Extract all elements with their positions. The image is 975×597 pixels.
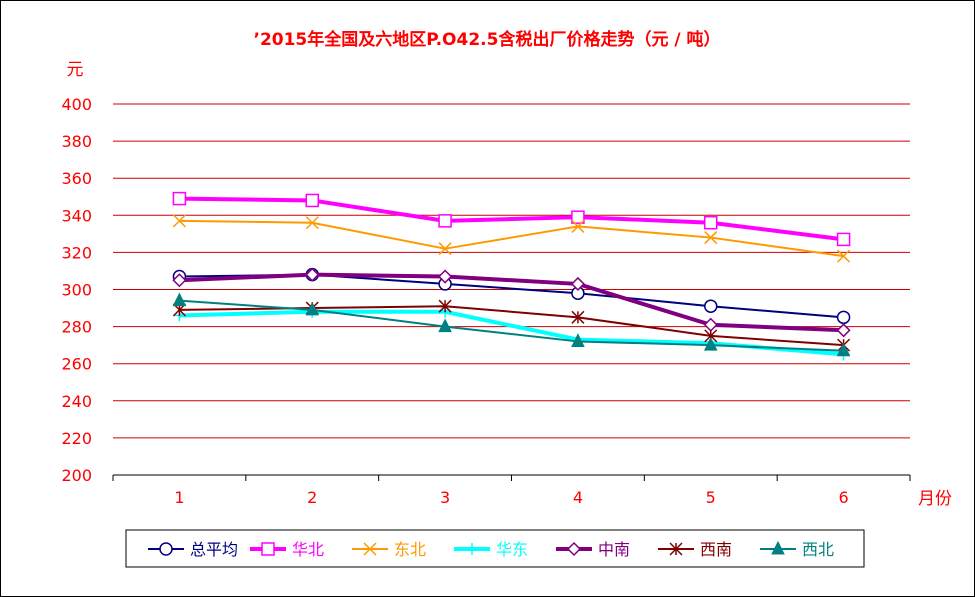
legend-marker [771, 540, 785, 555]
y-tick-label: 240 [61, 392, 92, 411]
y-tick-label: 400 [61, 95, 92, 114]
legend-marker [566, 541, 582, 557]
data-point [836, 342, 851, 357]
data-point [703, 317, 718, 332]
data-point [704, 299, 718, 313]
series-line [179, 272, 844, 333]
data-point [837, 249, 851, 263]
y-tick-label: 300 [61, 281, 92, 300]
data-point [836, 310, 851, 325]
data-point [305, 267, 320, 282]
legend-label: 西北 [802, 540, 834, 559]
x-tick-label: 1 [174, 488, 184, 507]
legend-marker [466, 543, 478, 555]
data-point [704, 231, 718, 245]
legend-item: 东北 [352, 540, 426, 559]
legend-label: 华东 [496, 540, 528, 559]
series-4 [172, 267, 851, 338]
series-2 [172, 214, 851, 263]
legend-item: 华北 [250, 540, 324, 559]
data-point [571, 333, 585, 347]
series-line [179, 196, 844, 242]
legend-label: 总平均 [190, 540, 238, 559]
y-tick-label: 200 [61, 466, 92, 485]
legend-label: 西南 [700, 540, 732, 559]
y-tick-label: 360 [61, 169, 92, 188]
data-point [438, 299, 452, 313]
legend-item: 总平均 [148, 540, 238, 559]
axes: 200 220 240 260 280 300 320 340 360 380 400 1 2 3 4 5 6 [61, 95, 911, 507]
legend: 总平均 华北 东北 华东 中南 西南 西北 [125, 529, 865, 568]
series-6 [172, 292, 851, 357]
y-axis-label: 元 [67, 60, 84, 80]
legend-label: 中南 [598, 540, 630, 559]
legend-marker [261, 542, 275, 556]
data-point [172, 292, 187, 307]
data-point [704, 215, 718, 230]
y-tick-label: 280 [61, 318, 92, 337]
legend-marker [159, 542, 173, 556]
data-point [172, 273, 187, 288]
legend-item: 西北 [760, 540, 834, 559]
data-point [172, 191, 187, 206]
data-point [571, 210, 585, 224]
legend-item: 华东 [454, 540, 528, 559]
data-point [836, 323, 851, 338]
x-tick-label: 2 [307, 488, 317, 507]
data-point [571, 310, 585, 324]
x-tick-label: 4 [573, 488, 583, 507]
data-point [438, 318, 452, 333]
legend-item: 西南 [658, 540, 732, 559]
series-layer [172, 191, 851, 361]
data-point [438, 214, 452, 228]
data-point [570, 276, 585, 291]
series-1 [172, 191, 851, 247]
data-point [305, 216, 319, 230]
legend-item: 中南 [556, 540, 630, 559]
y-tick-label: 220 [61, 429, 92, 448]
series-line [179, 219, 844, 258]
x-tick-label: 6 [838, 488, 848, 507]
y-tick-label: 320 [61, 243, 92, 262]
y-tick-label: 260 [61, 355, 92, 374]
data-point [703, 337, 718, 351]
data-point [438, 269, 453, 284]
data-point [571, 219, 585, 233]
y-tick-label: 340 [61, 206, 92, 225]
legend-marker [363, 542, 377, 556]
data-point [438, 242, 452, 256]
gridlines [113, 103, 910, 439]
data-point [836, 232, 851, 247]
series-line [179, 299, 844, 352]
data-point [172, 214, 186, 228]
x-tick-label: 5 [706, 488, 716, 507]
legend-box [125, 529, 865, 568]
chart-title: ’2015年全国及六地区P.O42.5含税出厂价格走势（元 / 吨） [253, 29, 720, 50]
data-point [305, 301, 320, 316]
legend-label: 华北 [292, 540, 324, 559]
data-point [305, 193, 319, 208]
y-tick-label: 380 [61, 132, 92, 151]
x-tick-label: 3 [440, 488, 450, 507]
legend-marker [669, 542, 683, 556]
x-axis-label: 月份 [918, 489, 952, 509]
legend-label: 东北 [394, 540, 426, 559]
